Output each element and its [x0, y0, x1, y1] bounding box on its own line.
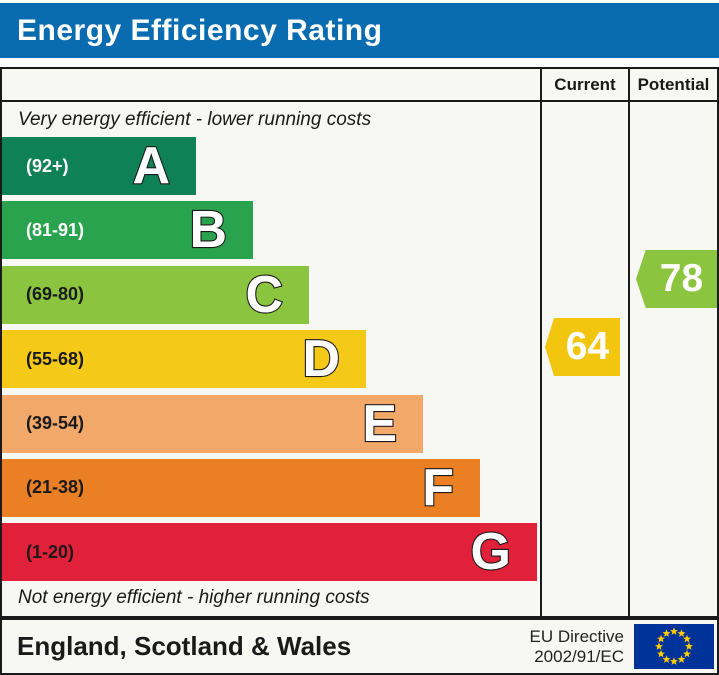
- band-b-letter: B: [188, 200, 228, 260]
- current-rating-pointer: 64: [545, 318, 620, 376]
- band-b-range-label: (81-91): [26, 219, 85, 240]
- chart-column-header: [2, 69, 542, 100]
- potential-rating-value: 78: [659, 257, 704, 300]
- band-c-range-label: (69-80): [26, 284, 85, 305]
- potential-rating-pointer: 78: [636, 250, 717, 308]
- band-c-letter: C: [244, 265, 284, 325]
- title-bar: Energy Efficiency Rating: [0, 3, 719, 58]
- table-body: Very energy efficient - lower running co…: [2, 102, 717, 616]
- eu-directive-label: EU Directive 2002/91/EC: [530, 627, 624, 667]
- eu-flag-icon: [634, 624, 714, 669]
- band-f: (21-38) F: [2, 458, 480, 518]
- band-d-letter: D: [301, 329, 341, 389]
- bands-area: Very energy efficient - lower running co…: [2, 102, 542, 616]
- band-g-range-label: (1-20): [26, 541, 75, 562]
- table-header-row: Current Potential: [2, 69, 717, 102]
- top-note: Very energy efficient - lower running co…: [18, 109, 372, 130]
- band-a: (92+) A: [2, 136, 196, 196]
- band-d-range-label: (55-68): [26, 348, 85, 369]
- band-a-range-label: (92+): [26, 155, 69, 176]
- footer: England, Scotland & Wales EU Directive 2…: [0, 618, 719, 675]
- band-g-letter: G: [469, 522, 512, 582]
- region-label: England, Scotland & Wales: [17, 631, 352, 661]
- eu-directive-line1: EU Directive: [529, 626, 624, 646]
- band-d: (55-68) D: [2, 329, 366, 389]
- band-e: (39-54) E: [2, 393, 423, 454]
- band-list: (92+) A (81-91) B (69-80) C (55-68) D: [2, 136, 540, 588]
- current-rating-value: 64: [565, 325, 610, 368]
- band-f-letter: F: [421, 458, 455, 518]
- band-e-letter: E: [361, 393, 398, 453]
- rating-table: Current Potential Very energy efficient …: [0, 67, 719, 618]
- band-a-letter: A: [131, 136, 171, 196]
- band-c: (69-80) C: [2, 265, 309, 325]
- band-f-range-label: (21-38): [26, 477, 85, 498]
- eu-directive-line2: 2002/91/EC: [534, 646, 624, 666]
- potential-column: 78: [630, 102, 717, 616]
- band-g: (1-20) G: [2, 522, 537, 582]
- chart-title: Energy Efficiency Rating: [17, 13, 383, 47]
- bottom-note: Not energy efficient - higher running co…: [18, 587, 370, 608]
- current-column-header: Current: [542, 69, 630, 100]
- band-b: (81-91) B: [2, 200, 253, 260]
- potential-column-header: Potential: [637, 74, 710, 94]
- current-column: 64: [542, 102, 630, 616]
- band-e-range-label: (39-54): [26, 413, 85, 434]
